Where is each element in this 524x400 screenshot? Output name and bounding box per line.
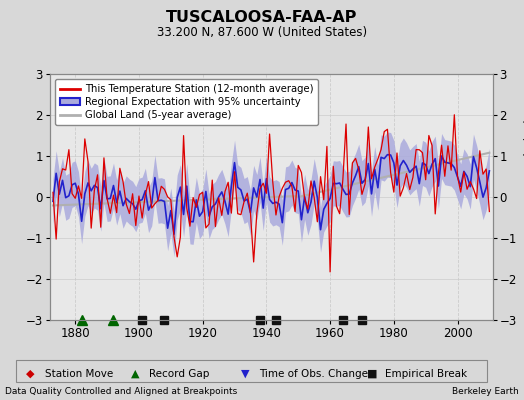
Text: ■: ■ bbox=[367, 369, 377, 379]
Text: ◆: ◆ bbox=[26, 369, 35, 379]
Text: Data Quality Controlled and Aligned at Breakpoints: Data Quality Controlled and Aligned at B… bbox=[5, 387, 237, 396]
Legend: This Temperature Station (12-month average), Regional Expectation with 95% uncer: This Temperature Station (12-month avera… bbox=[55, 79, 318, 125]
Text: Empirical Break: Empirical Break bbox=[385, 369, 467, 379]
Text: Time of Obs. Change: Time of Obs. Change bbox=[259, 369, 368, 379]
Text: TUSCALOOSA-FAA-AP: TUSCALOOSA-FAA-AP bbox=[166, 10, 358, 25]
Text: 33.200 N, 87.600 W (United States): 33.200 N, 87.600 W (United States) bbox=[157, 26, 367, 39]
Text: Station Move: Station Move bbox=[45, 369, 113, 379]
Text: ▲: ▲ bbox=[131, 369, 139, 379]
Text: Berkeley Earth: Berkeley Earth bbox=[452, 387, 519, 396]
Text: Record Gap: Record Gap bbox=[149, 369, 210, 379]
Text: ▼: ▼ bbox=[241, 369, 249, 379]
